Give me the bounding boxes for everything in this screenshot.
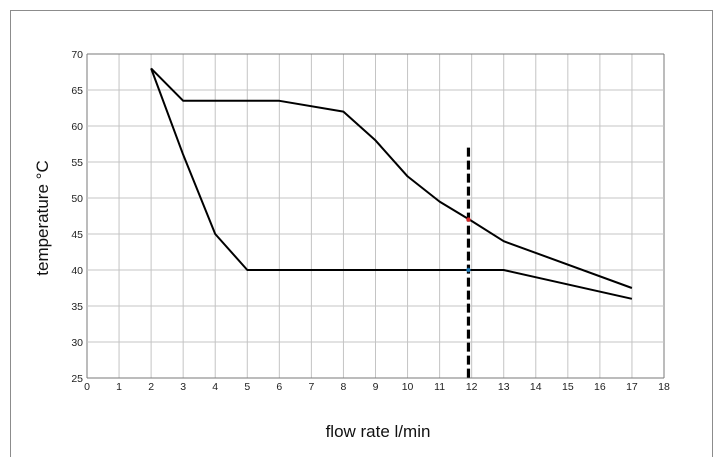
x-tick-label: 4	[212, 381, 218, 393]
y-tick-label: 40	[71, 265, 83, 277]
x-tick-label: 12	[466, 381, 478, 393]
x-tick-label: 5	[244, 381, 250, 393]
x-tick-label: 6	[276, 381, 282, 393]
x-tick-label: 15	[562, 381, 574, 393]
y-axis-label: temperature °C	[33, 160, 52, 275]
x-tick-label: 13	[498, 381, 510, 393]
x-tick-label: 3	[180, 381, 186, 393]
x-tick-label: 1	[116, 381, 122, 393]
y-tick-label: 30	[71, 337, 83, 349]
x-tick-label: 11	[434, 381, 445, 393]
y-tick-label: 25	[71, 373, 83, 385]
y-tick-label: 60	[71, 121, 83, 133]
intersection-marker	[466, 267, 471, 273]
x-tick-label: 18	[658, 381, 670, 393]
x-tick-label: 0	[84, 381, 90, 393]
y-tick-label: 70	[71, 49, 83, 61]
markers	[466, 217, 471, 273]
x-tick-label: 10	[402, 381, 414, 393]
x-tick-label: 9	[373, 381, 379, 393]
x-tick-label: 2	[148, 381, 154, 393]
x-tick-label: 17	[626, 381, 638, 393]
tick-labels: 0 1 2 3 4 5 6 7 8 9 10 11 12 13 14 15 16 17 18253035404550…	[71, 49, 670, 393]
intersection-marker	[466, 217, 471, 222]
x-tick-label: 14	[530, 381, 542, 393]
x-axis-label: flow rate l/min	[326, 422, 431, 441]
y-tick-label: 65	[71, 85, 83, 97]
y-tick-label: 45	[71, 229, 83, 241]
y-tick-label: 55	[71, 157, 83, 169]
x-tick-label: 8	[341, 381, 347, 393]
series-line-2	[150, 68, 633, 300]
x-tick-label: 7	[308, 381, 314, 393]
series-line-1	[150, 67, 633, 289]
grid	[86, 53, 665, 379]
series-lines	[150, 67, 633, 300]
y-tick-label: 35	[71, 301, 83, 313]
x-tick-label: 16	[594, 381, 606, 393]
y-tick-label: 50	[71, 193, 83, 205]
